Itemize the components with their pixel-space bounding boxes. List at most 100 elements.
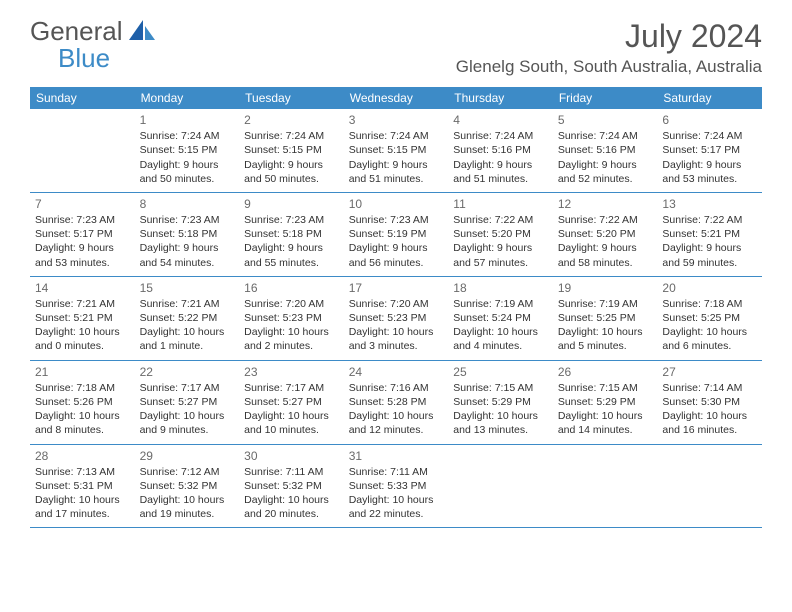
daylight-line-2: and 55 minutes. bbox=[244, 256, 339, 270]
day-number: 3 bbox=[349, 112, 444, 128]
sunrise: Sunrise: 7:11 AM bbox=[349, 465, 444, 479]
sunrise: Sunrise: 7:13 AM bbox=[35, 465, 130, 479]
day-number: 19 bbox=[558, 280, 653, 296]
calendar: Sunday Monday Tuesday Wednesday Thursday… bbox=[30, 87, 762, 528]
sunrise: Sunrise: 7:24 AM bbox=[558, 129, 653, 143]
sunset: Sunset: 5:32 PM bbox=[244, 479, 339, 493]
sunset: Sunset: 5:26 PM bbox=[35, 395, 130, 409]
day-number: 24 bbox=[349, 364, 444, 380]
daylight-line-1: Daylight: 9 hours bbox=[140, 241, 235, 255]
daylight-line-2: and 9 minutes. bbox=[140, 423, 235, 437]
day-cell: 11Sunrise: 7:22 AMSunset: 5:20 PMDayligh… bbox=[448, 193, 553, 276]
day-number: 30 bbox=[244, 448, 339, 464]
daylight-line-1: Daylight: 10 hours bbox=[35, 409, 130, 423]
sunset: Sunset: 5:28 PM bbox=[349, 395, 444, 409]
day-cell: 10Sunrise: 7:23 AMSunset: 5:19 PMDayligh… bbox=[344, 193, 449, 276]
sunset: Sunset: 5:15 PM bbox=[140, 143, 235, 157]
sunset: Sunset: 5:16 PM bbox=[453, 143, 548, 157]
sunrise: Sunrise: 7:15 AM bbox=[558, 381, 653, 395]
day-cell bbox=[448, 445, 553, 528]
sunrise: Sunrise: 7:14 AM bbox=[662, 381, 757, 395]
day-number: 20 bbox=[662, 280, 757, 296]
logo: General Blue bbox=[30, 18, 155, 72]
daylight-line-1: Daylight: 10 hours bbox=[35, 493, 130, 507]
sunset: Sunset: 5:30 PM bbox=[662, 395, 757, 409]
day-number: 23 bbox=[244, 364, 339, 380]
daylight-line-2: and 51 minutes. bbox=[349, 172, 444, 186]
sunset: Sunset: 5:32 PM bbox=[140, 479, 235, 493]
sunrise: Sunrise: 7:24 AM bbox=[349, 129, 444, 143]
week-row: 1Sunrise: 7:24 AMSunset: 5:15 PMDaylight… bbox=[30, 109, 762, 193]
day-cell: 4Sunrise: 7:24 AMSunset: 5:16 PMDaylight… bbox=[448, 109, 553, 192]
daylight-line-2: and 16 minutes. bbox=[662, 423, 757, 437]
daylight-line-1: Daylight: 10 hours bbox=[140, 409, 235, 423]
day-number: 10 bbox=[349, 196, 444, 212]
day-number: 26 bbox=[558, 364, 653, 380]
sunset: Sunset: 5:19 PM bbox=[349, 227, 444, 241]
daylight-line-2: and 53 minutes. bbox=[35, 256, 130, 270]
sunrise: Sunrise: 7:24 AM bbox=[453, 129, 548, 143]
day-cell: 24Sunrise: 7:16 AMSunset: 5:28 PMDayligh… bbox=[344, 361, 449, 444]
sunrise: Sunrise: 7:22 AM bbox=[453, 213, 548, 227]
sunset: Sunset: 5:21 PM bbox=[662, 227, 757, 241]
day-number: 6 bbox=[662, 112, 757, 128]
week-row: 14Sunrise: 7:21 AMSunset: 5:21 PMDayligh… bbox=[30, 277, 762, 361]
sunrise: Sunrise: 7:21 AM bbox=[35, 297, 130, 311]
logo-word-1: General bbox=[30, 16, 123, 46]
day-cell: 18Sunrise: 7:19 AMSunset: 5:24 PMDayligh… bbox=[448, 277, 553, 360]
day-cell: 8Sunrise: 7:23 AMSunset: 5:18 PMDaylight… bbox=[135, 193, 240, 276]
sunrise: Sunrise: 7:20 AM bbox=[244, 297, 339, 311]
day-cell: 7Sunrise: 7:23 AMSunset: 5:17 PMDaylight… bbox=[30, 193, 135, 276]
daylight-line-2: and 12 minutes. bbox=[349, 423, 444, 437]
weekday-header: Sunday bbox=[30, 87, 135, 109]
title-block: July 2024 Glenelg South, South Australia… bbox=[456, 18, 762, 77]
header: General Blue July 2024 Glenelg South, So… bbox=[0, 0, 792, 81]
logo-word-2: Blue bbox=[58, 43, 110, 73]
day-cell: 16Sunrise: 7:20 AMSunset: 5:23 PMDayligh… bbox=[239, 277, 344, 360]
sunrise: Sunrise: 7:24 AM bbox=[244, 129, 339, 143]
sunrise: Sunrise: 7:23 AM bbox=[140, 213, 235, 227]
daylight-line-2: and 17 minutes. bbox=[35, 507, 130, 521]
sunrise: Sunrise: 7:16 AM bbox=[349, 381, 444, 395]
day-cell: 21Sunrise: 7:18 AMSunset: 5:26 PMDayligh… bbox=[30, 361, 135, 444]
day-number: 2 bbox=[244, 112, 339, 128]
daylight-line-1: Daylight: 9 hours bbox=[140, 158, 235, 172]
daylight-line-1: Daylight: 10 hours bbox=[558, 409, 653, 423]
sunrise: Sunrise: 7:17 AM bbox=[244, 381, 339, 395]
day-cell: 12Sunrise: 7:22 AMSunset: 5:20 PMDayligh… bbox=[553, 193, 658, 276]
daylight-line-1: Daylight: 10 hours bbox=[140, 493, 235, 507]
daylight-line-2: and 8 minutes. bbox=[35, 423, 130, 437]
weeks-container: 1Sunrise: 7:24 AMSunset: 5:15 PMDaylight… bbox=[30, 109, 762, 528]
daylight-line-2: and 57 minutes. bbox=[453, 256, 548, 270]
sunset: Sunset: 5:23 PM bbox=[244, 311, 339, 325]
daylight-line-1: Daylight: 10 hours bbox=[662, 409, 757, 423]
sunrise: Sunrise: 7:18 AM bbox=[35, 381, 130, 395]
weekday-header: Monday bbox=[135, 87, 240, 109]
sunset: Sunset: 5:27 PM bbox=[140, 395, 235, 409]
daylight-line-2: and 0 minutes. bbox=[35, 339, 130, 353]
day-cell bbox=[553, 445, 658, 528]
sunset: Sunset: 5:25 PM bbox=[662, 311, 757, 325]
day-number: 13 bbox=[662, 196, 757, 212]
day-number: 25 bbox=[453, 364, 548, 380]
day-number: 1 bbox=[140, 112, 235, 128]
day-cell: 17Sunrise: 7:20 AMSunset: 5:23 PMDayligh… bbox=[344, 277, 449, 360]
day-number: 7 bbox=[35, 196, 130, 212]
daylight-line-2: and 5 minutes. bbox=[558, 339, 653, 353]
weekday-header: Thursday bbox=[448, 87, 553, 109]
daylight-line-1: Daylight: 10 hours bbox=[35, 325, 130, 339]
day-number: 12 bbox=[558, 196, 653, 212]
daylight-line-2: and 51 minutes. bbox=[453, 172, 548, 186]
day-cell: 14Sunrise: 7:21 AMSunset: 5:21 PMDayligh… bbox=[30, 277, 135, 360]
daylight-line-1: Daylight: 9 hours bbox=[349, 241, 444, 255]
day-cell: 22Sunrise: 7:17 AMSunset: 5:27 PMDayligh… bbox=[135, 361, 240, 444]
day-cell: 28Sunrise: 7:13 AMSunset: 5:31 PMDayligh… bbox=[30, 445, 135, 528]
day-cell bbox=[30, 109, 135, 192]
week-row: 28Sunrise: 7:13 AMSunset: 5:31 PMDayligh… bbox=[30, 445, 762, 529]
daylight-line-2: and 59 minutes. bbox=[662, 256, 757, 270]
day-cell: 9Sunrise: 7:23 AMSunset: 5:18 PMDaylight… bbox=[239, 193, 344, 276]
daylight-line-1: Daylight: 9 hours bbox=[662, 158, 757, 172]
daylight-line-2: and 54 minutes. bbox=[140, 256, 235, 270]
sunrise: Sunrise: 7:17 AM bbox=[140, 381, 235, 395]
day-number: 17 bbox=[349, 280, 444, 296]
